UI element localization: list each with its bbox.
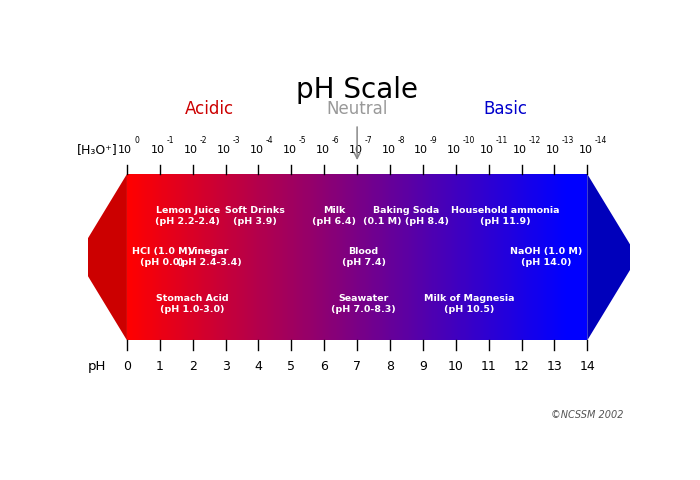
Text: -3: -3 [233, 136, 240, 145]
Text: 10: 10 [513, 145, 527, 155]
Text: [H₃O⁺]: [H₃O⁺] [77, 144, 118, 156]
Polygon shape [587, 174, 638, 340]
Text: 10: 10 [250, 145, 264, 155]
Text: -13: -13 [561, 136, 574, 145]
Text: 3: 3 [222, 360, 230, 372]
Text: Soft Drinks
(pH 3.9): Soft Drinks (pH 3.9) [225, 205, 285, 226]
Text: -8: -8 [397, 136, 405, 145]
Text: 10: 10 [414, 145, 428, 155]
Text: -10: -10 [463, 136, 475, 145]
Text: pH Scale: pH Scale [296, 76, 418, 104]
Text: -2: -2 [200, 136, 207, 145]
Text: 9: 9 [419, 360, 427, 372]
Text: 10: 10 [151, 145, 165, 155]
Text: 10: 10 [448, 360, 463, 372]
Text: Basic: Basic [483, 100, 527, 119]
Text: 10: 10 [447, 145, 461, 155]
Text: 14: 14 [580, 360, 595, 372]
Text: 10: 10 [184, 145, 198, 155]
Text: Lemon Juice
(pH 2.2-2.4): Lemon Juice (pH 2.2-2.4) [155, 205, 220, 226]
Text: -4: -4 [266, 136, 273, 145]
Text: 2: 2 [189, 360, 197, 372]
Text: 1: 1 [156, 360, 164, 372]
Text: Milk of Magnesia
(pH 10.5): Milk of Magnesia (pH 10.5) [424, 294, 514, 314]
Text: 5: 5 [287, 360, 295, 372]
Text: Baking Soda
(0.1 Μ) (pH 8.4): Baking Soda (0.1 Μ) (pH 8.4) [363, 205, 449, 226]
Text: -9: -9 [430, 136, 438, 145]
Text: -12: -12 [528, 136, 541, 145]
Text: 12: 12 [514, 360, 529, 372]
Text: ©NCSSM 2002: ©NCSSM 2002 [551, 410, 624, 420]
Text: 10: 10 [579, 145, 593, 155]
Text: -11: -11 [496, 136, 508, 145]
Text: 4: 4 [255, 360, 262, 372]
Text: 11: 11 [481, 360, 496, 372]
Text: Stomach Acid
(pH 1.0-3.0): Stomach Acid (pH 1.0-3.0) [156, 294, 229, 314]
Text: 7: 7 [353, 360, 361, 372]
Text: NaOH (1.0 Μ)
(pH 14.0): NaOH (1.0 Μ) (pH 14.0) [510, 247, 582, 267]
Text: 6: 6 [321, 360, 328, 372]
Text: -1: -1 [167, 136, 174, 145]
Text: 10: 10 [546, 145, 560, 155]
Text: 10: 10 [382, 145, 395, 155]
Text: -14: -14 [594, 136, 607, 145]
Text: HCl (1.0 Μ)
(pH 0.0): HCl (1.0 Μ) (pH 0.0) [132, 247, 192, 267]
Text: Vinegar
(pH 2.4-3.4): Vinegar (pH 2.4-3.4) [177, 247, 241, 267]
Text: pH: pH [88, 360, 106, 372]
Text: Milk
(pH 6.4): Milk (pH 6.4) [312, 205, 356, 226]
Text: Blood
(pH 7.4): Blood (pH 7.4) [342, 247, 386, 267]
Text: Neutral: Neutral [326, 100, 388, 119]
Text: -7: -7 [364, 136, 372, 145]
Text: Seawater
(pH 7.0-8.3): Seawater (pH 7.0-8.3) [331, 294, 396, 314]
Text: 10: 10 [480, 145, 494, 155]
Text: Acidic: Acidic [185, 100, 234, 119]
Text: Household ammonia
(pH 11.9): Household ammonia (pH 11.9) [451, 205, 559, 226]
Text: 10: 10 [349, 145, 363, 155]
Text: -6: -6 [332, 136, 339, 145]
Text: 8: 8 [386, 360, 394, 372]
Text: 0: 0 [123, 360, 131, 372]
Text: 0: 0 [134, 136, 139, 145]
Text: 10: 10 [118, 145, 132, 155]
Text: 13: 13 [547, 360, 562, 372]
Text: 10: 10 [316, 145, 330, 155]
Text: 10: 10 [217, 145, 231, 155]
Text: 10: 10 [283, 145, 297, 155]
Polygon shape [76, 174, 127, 340]
Text: -5: -5 [299, 136, 306, 145]
